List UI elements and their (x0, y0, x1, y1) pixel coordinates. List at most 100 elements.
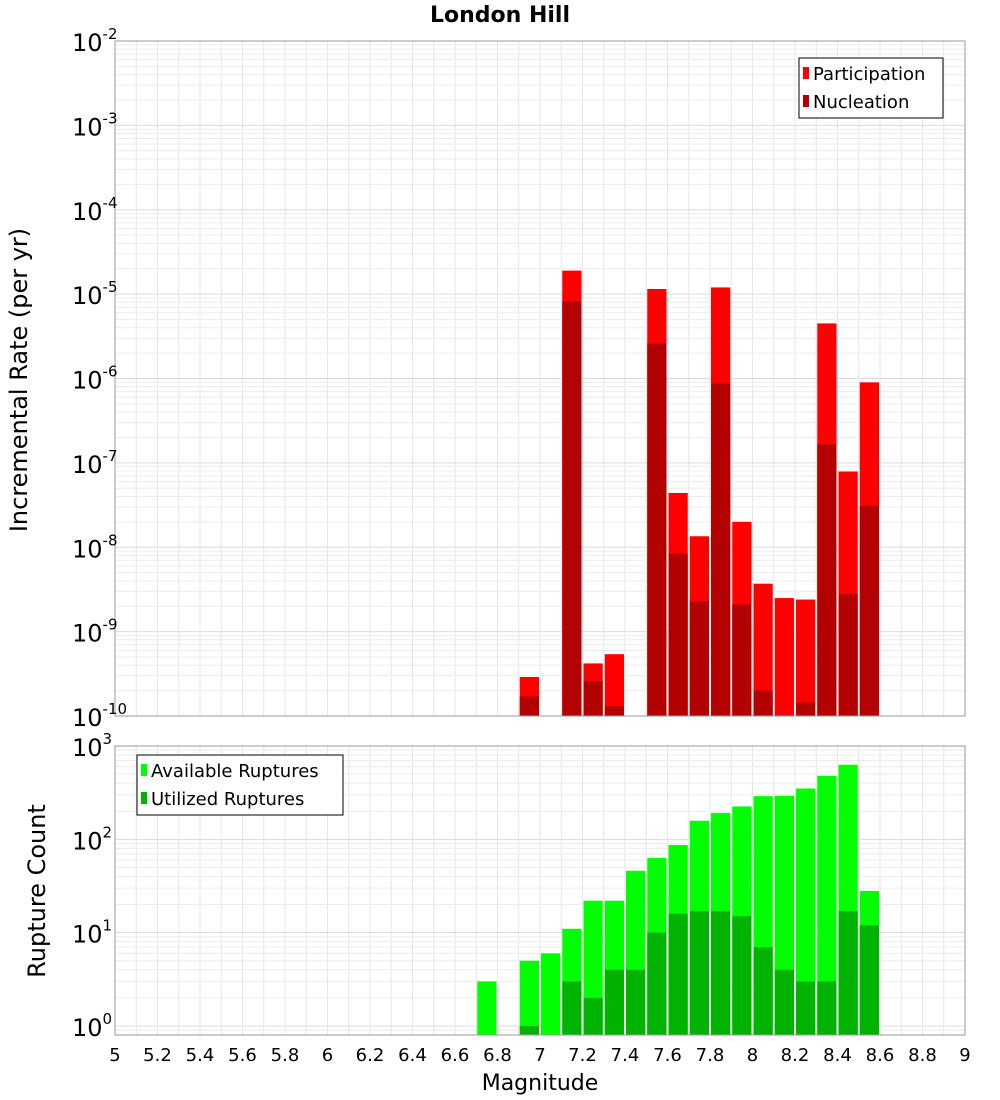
y-tick-label: 10-5 (72, 278, 118, 310)
count-bar-a (519, 960, 539, 1035)
count-bar-b (796, 981, 816, 1035)
x-tick-label: 8.8 (908, 1045, 937, 1066)
count-bar-a (477, 981, 497, 1035)
x-tick-label: 6.6 (441, 1045, 470, 1066)
x-tick-label: 6.8 (483, 1045, 512, 1066)
count-bar-b (604, 969, 624, 1035)
legend-swatch-utilized (141, 792, 147, 804)
rate-bar-b (838, 593, 858, 716)
rate-bar-a (753, 583, 773, 716)
top-y-tick-labels: 10-10 10-9 10-8 10-7 10-6 10-5 10-4 10-3 10-2 (72, 25, 127, 732)
rate-bar-b (562, 301, 582, 716)
count-bar-b (519, 1025, 539, 1035)
count-bar-b (626, 969, 646, 1035)
x-tick-label: 5.2 (143, 1045, 172, 1066)
top-legend-box (798, 57, 944, 119)
count-bar-b (859, 925, 879, 1035)
count-bar-a (817, 775, 837, 1035)
count-bar-a (541, 953, 561, 1035)
x-tick-label: 7.8 (696, 1045, 725, 1066)
rate-bar-b (604, 706, 624, 716)
top-y-axis-label: Incremental Rate (per yr) (5, 228, 33, 532)
rate-bar-a (604, 654, 624, 716)
x-tick-label: 6.4 (398, 1045, 427, 1066)
x-tick-label: 9 (959, 1045, 970, 1066)
rate-bar-b (519, 696, 539, 716)
x-tick-label: 8.2 (781, 1045, 810, 1066)
rate-bar-b (647, 343, 667, 716)
top-bars (519, 270, 879, 716)
count-bar-b (774, 969, 794, 1035)
count-bar-b (583, 997, 603, 1035)
rate-bar-a (796, 599, 816, 716)
x-tick-label: 5 (109, 1045, 120, 1066)
x-tick-label: 7 (534, 1045, 545, 1066)
top-panel: 10-10 10-9 10-8 10-7 10-6 10-5 10-4 10-3 10-2 In… (5, 25, 966, 732)
bottom-panel: 100 101 102 103 5 5.2 5.4 5.6 5.8 6 6.2 6.4 6.6 6.8 7… (23, 730, 971, 1096)
x-tick-label: 8.4 (823, 1045, 852, 1066)
bottom-y-axis-label: Rupture Count (23, 804, 51, 978)
y-tick-label: 10-3 (72, 109, 118, 141)
x-tick-label: 6 (322, 1045, 333, 1066)
y-tick-label: 10-2 (72, 25, 118, 57)
rate-bar-b (753, 690, 773, 716)
count-bar-b (838, 911, 858, 1035)
x-tick-label: 8 (747, 1045, 758, 1066)
rate-bar-b (732, 604, 752, 716)
top-legend: Participation Nucleation (798, 57, 944, 119)
x-tick-label: 5.4 (186, 1045, 215, 1066)
top-gridlines (115, 41, 965, 716)
x-tick-label: 5.8 (271, 1045, 300, 1066)
legend-swatch-participation (803, 67, 809, 79)
rate-bar-b (668, 553, 688, 716)
count-bar-b (711, 911, 731, 1035)
y-tick-label: 10-10 (72, 700, 127, 732)
rate-bar-b (796, 702, 816, 716)
count-bar-b (689, 911, 709, 1035)
y-tick-label: 103 (72, 730, 112, 762)
rate-bar-b (817, 444, 837, 716)
x-tick-label: 8.6 (866, 1045, 895, 1066)
x-tick-label: 5.6 (228, 1045, 257, 1066)
bottom-y-tick-labels: 100 101 102 103 (72, 730, 112, 1042)
x-axis-label: Magnitude (482, 1071, 599, 1096)
bottom-plot-frame (114, 745, 966, 1036)
x-tick-label: 7.4 (611, 1045, 640, 1066)
x-tick-label: 7.6 (653, 1045, 682, 1066)
legend-label-available: Available Ruptures (151, 761, 319, 782)
y-tick-label: 102 (72, 823, 112, 855)
legend-label-utilized: Utilized Ruptures (151, 789, 304, 810)
legend-label-participation: Participation (813, 64, 925, 85)
y-tick-label: 101 (72, 917, 112, 949)
y-tick-label: 10-4 (72, 194, 118, 226)
x-tick-label: 7.2 (568, 1045, 597, 1066)
rate-bar-b (711, 383, 731, 716)
bottom-bars (477, 764, 879, 1035)
count-bar-b (732, 916, 752, 1035)
legend-swatch-nucleation (803, 95, 809, 107)
x-tick-label: 6.2 (356, 1045, 385, 1066)
rate-bar-b (859, 505, 879, 716)
rate-bar-b (583, 680, 603, 716)
x-tick-labels: 5 5.2 5.4 5.6 5.8 6 6.2 6.4 6.6 6.8 7 7.2 7.4 7.6 7.8 8… (109, 1045, 970, 1066)
rate-bar-a (774, 598, 794, 716)
y-tick-label: 10-6 (72, 363, 118, 395)
y-tick-label: 10-8 (72, 531, 118, 563)
count-bar-b (668, 913, 688, 1035)
y-tick-label: 100 (72, 1010, 112, 1042)
top-plot-frame (114, 40, 966, 717)
y-tick-label: 10-9 (72, 616, 118, 648)
y-tick-label: 10-7 (72, 447, 118, 479)
count-bar-b (647, 932, 667, 1035)
bottom-legend: Available Ruptures Utilized Ruptures (136, 754, 344, 816)
chart-title: London Hill (430, 3, 570, 28)
rate-bar-b (689, 601, 709, 716)
legend-swatch-available (141, 764, 147, 776)
count-bar-b (562, 981, 582, 1035)
count-bar-b (753, 947, 773, 1035)
bottom-legend-box (136, 754, 344, 816)
legend-label-nucleation: Nucleation (813, 92, 909, 113)
count-bar-b (817, 981, 837, 1035)
count-bar-a (796, 788, 816, 1035)
